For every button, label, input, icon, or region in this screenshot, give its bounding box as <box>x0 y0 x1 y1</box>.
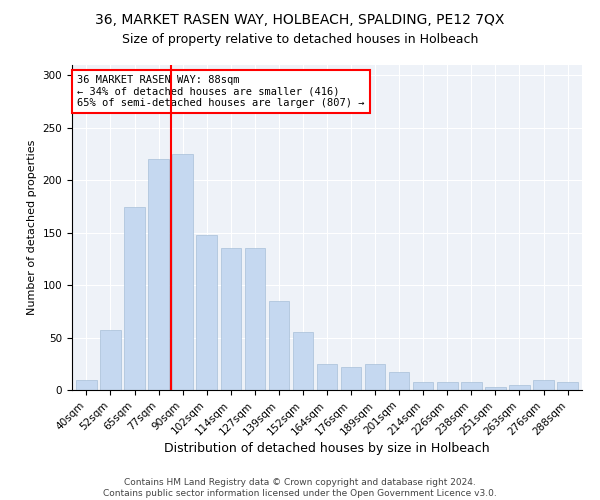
Bar <box>172 154 193 390</box>
Bar <box>341 367 361 390</box>
Bar <box>557 382 578 390</box>
Bar <box>124 206 145 390</box>
Bar <box>293 332 313 390</box>
Y-axis label: Number of detached properties: Number of detached properties <box>27 140 37 315</box>
Bar <box>76 380 97 390</box>
Text: Contains HM Land Registry data © Crown copyright and database right 2024.
Contai: Contains HM Land Registry data © Crown c… <box>103 478 497 498</box>
Bar <box>509 385 530 390</box>
Bar <box>100 330 121 390</box>
Bar <box>485 387 506 390</box>
Bar <box>413 382 433 390</box>
Text: 36 MARKET RASEN WAY: 88sqm
← 34% of detached houses are smaller (416)
65% of sem: 36 MARKET RASEN WAY: 88sqm ← 34% of deta… <box>77 74 365 108</box>
Bar <box>221 248 241 390</box>
Text: Size of property relative to detached houses in Holbeach: Size of property relative to detached ho… <box>122 32 478 46</box>
Text: 36, MARKET RASEN WAY, HOLBEACH, SPALDING, PE12 7QX: 36, MARKET RASEN WAY, HOLBEACH, SPALDING… <box>95 12 505 26</box>
X-axis label: Distribution of detached houses by size in Holbeach: Distribution of detached houses by size … <box>164 442 490 455</box>
Bar <box>317 364 337 390</box>
Bar <box>533 380 554 390</box>
Bar <box>437 382 458 390</box>
Bar <box>365 364 385 390</box>
Bar <box>269 301 289 390</box>
Bar <box>461 382 482 390</box>
Bar <box>245 248 265 390</box>
Bar <box>196 235 217 390</box>
Bar <box>148 160 169 390</box>
Bar <box>389 372 409 390</box>
